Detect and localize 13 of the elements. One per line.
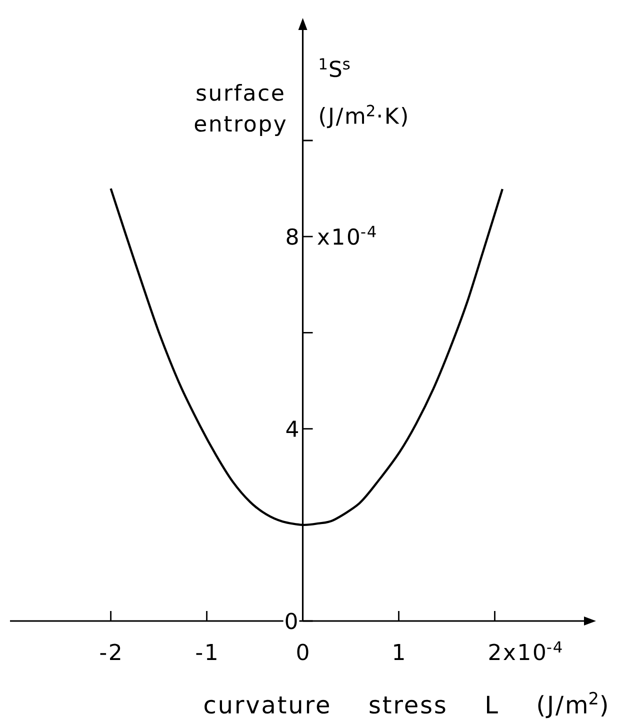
x-axis-title: curvature stress L (J/m$^{2}$) — [204, 692, 607, 718]
x-tick-label: 1 — [394, 644, 404, 660]
y-tick-label: 8 — [286, 228, 298, 245]
y-tick-label: 4 — [286, 420, 298, 437]
text: $^{1}$S$^{s}$ (J/m$^{2}$·K) — [320, 58, 407, 128]
x-tick-label: -2 — [100, 644, 120, 660]
y-axis-title: surface entropy — [194, 84, 286, 136]
x-tick-label: 2 — [489, 644, 500, 660]
x-tick-label: -1 — [196, 644, 216, 660]
y-tick-label: 0 — [286, 612, 297, 630]
annotation: x10$^{-4}$ — [318, 226, 376, 245]
text: x10$^{-4}$ — [504, 641, 562, 660]
x-tick-label: 0 — [297, 644, 308, 660]
